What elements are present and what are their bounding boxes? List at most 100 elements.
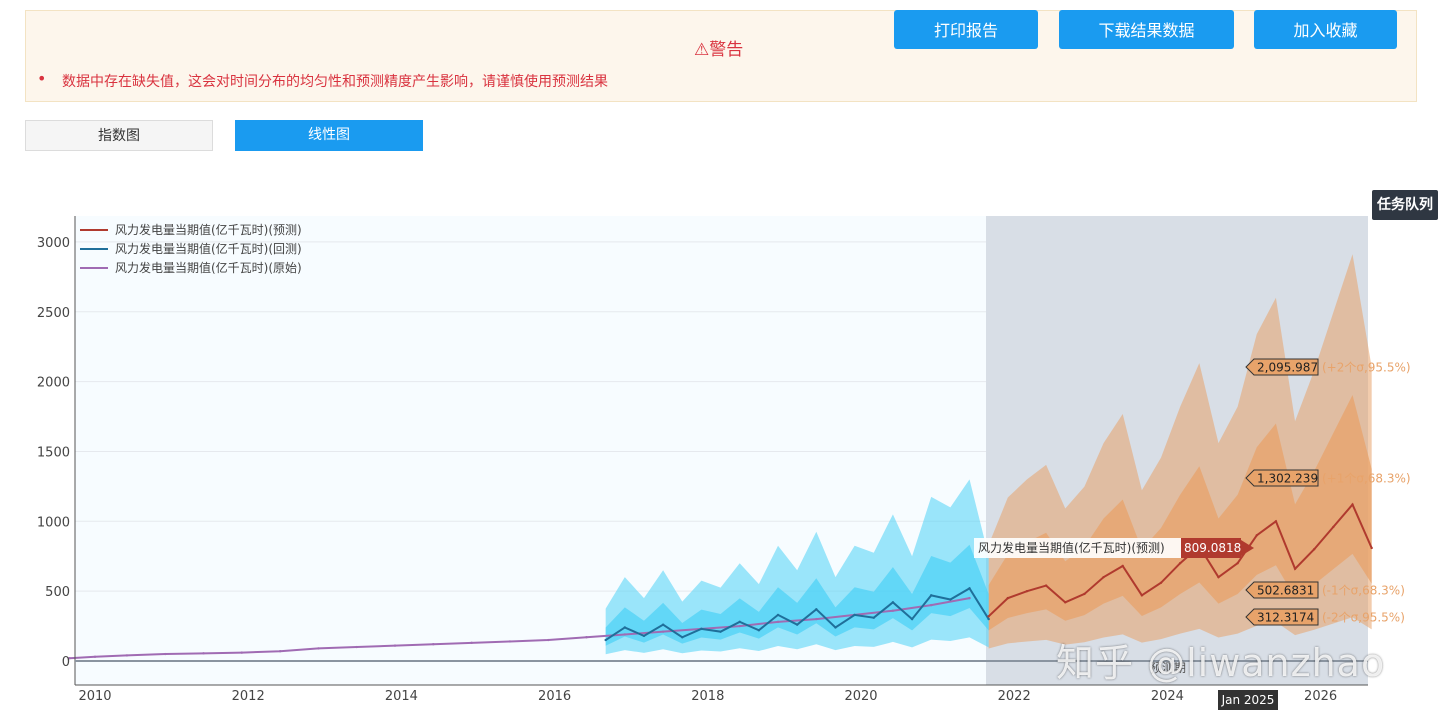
legend-label[interactable]: 风力发电量当期值(亿千瓦时)(预测) <box>115 222 302 237</box>
y-tick-label: 3000 <box>37 236 70 251</box>
x-tick-label: 2016 <box>538 689 571 704</box>
forecast-band-68 <box>988 395 1372 631</box>
x-tick-label: 2026 <box>1304 689 1337 704</box>
x-tick-labels: 2010 2012 2014 2016 2018 2020 2022 2024 2026 <box>78 689 1337 704</box>
region-label: 预测期 <box>1150 661 1186 675</box>
forecast-line-point <box>1351 503 1354 506</box>
tooltip-arrow <box>1241 540 1254 556</box>
backtest-line-point <box>795 623 799 626</box>
sigma-value: 312.3174 <box>1257 611 1314 625</box>
x-tick-label: 2012 <box>232 689 265 704</box>
sigma-label-box <box>1245 469 1319 487</box>
backtest-line-point <box>757 629 761 632</box>
original-line-point <box>776 620 780 624</box>
series-lines <box>68 502 1373 660</box>
x-tick-label: 2014 <box>385 689 418 704</box>
backtest-line-point <box>681 636 684 639</box>
backtest-line-point <box>872 616 875 619</box>
forecast-line-point <box>1025 589 1029 593</box>
backtest-line-point <box>642 634 646 638</box>
original-line-point <box>240 651 244 654</box>
sigma-label-box <box>1245 608 1319 626</box>
task-queue-button[interactable]: 任务队列 <box>1372 190 1438 220</box>
backtest-line-point <box>949 598 952 601</box>
forecast-line-point <box>1159 581 1163 584</box>
legend-label[interactable]: 风力发电量当期值(亿千瓦时)(回测) <box>115 241 302 256</box>
tab-linear-chart[interactable]: 线性图 <box>235 120 423 151</box>
sigma-note: (-2个σ,95.5%) <box>1322 611 1405 625</box>
forecast-line-point <box>1217 575 1220 579</box>
original-line-point <box>93 655 97 659</box>
y-tick-label: 500 <box>45 585 70 600</box>
original-line-point <box>164 652 167 656</box>
original-line-point <box>815 617 818 621</box>
sigma-label-box <box>1245 358 1319 376</box>
alert-message: 数据中存在缺失值，这会对时间分布的均匀性和预测精度产生影响，请谨慎使用预测结果 <box>37 69 608 91</box>
x-tick-label: 2020 <box>844 689 877 704</box>
legend-label[interactable]: 风力发电量当期值(亿千瓦时)(原始) <box>115 260 302 275</box>
x-tick-label: 2022 <box>998 689 1031 704</box>
original-line-point <box>125 654 129 657</box>
sigma-value: 2,095.987 <box>1257 361 1318 375</box>
forecast-line-point <box>1006 596 1010 600</box>
original-line-point <box>968 596 971 600</box>
tab-exponential-chart[interactable]: 指数图 <box>25 120 213 151</box>
x-tick-label: 2018 <box>691 689 724 704</box>
backtest-band-68 <box>605 544 989 646</box>
backtest-line-point <box>623 626 627 629</box>
hover-tooltip: 风力发电量当期值(亿千瓦时)(预测) 809.0818 Jan 2025 预测期 <box>974 538 1278 710</box>
original-line-point <box>393 644 397 647</box>
original-line-point <box>508 640 512 643</box>
original-line-point <box>891 609 895 612</box>
x-tick-label: 2010 <box>78 689 111 704</box>
forecast-line-point <box>1102 575 1105 579</box>
backtest-line-point <box>604 638 607 642</box>
sigma-note: (-1个σ,68.3%) <box>1322 584 1405 598</box>
tooltip-value-box <box>1181 538 1241 558</box>
original-line-point <box>470 641 473 645</box>
backtest-line-point <box>834 626 837 629</box>
forecast-line-point <box>1370 546 1373 550</box>
backtest-line-point <box>815 608 818 611</box>
x-hover-label-box <box>1218 690 1278 710</box>
forecast-line-point <box>1293 567 1297 570</box>
forecast-line-point <box>1313 548 1316 551</box>
tooltip-value: 809.0818 <box>1184 541 1241 555</box>
original-line-point <box>278 650 282 653</box>
add-favorite-button[interactable]: 加入收藏 <box>1254 10 1397 49</box>
backtest-line-point <box>700 627 703 631</box>
sigma-note: (+2个σ,95.5%) <box>1322 361 1411 375</box>
backtest-line-point <box>968 587 971 590</box>
forecast-line-point <box>1274 520 1278 523</box>
sigma-note: (+1个σ,68.3%) <box>1322 472 1411 486</box>
backtest-line-point <box>891 601 895 604</box>
y-tick-labels: 0 500 1000 1500 2000 2500 3000 <box>37 236 70 670</box>
forecast-line-point <box>1121 564 1124 568</box>
sigma-annotations: 2,095.987 (+2个σ,95.5%) 1,302.239 (+1个σ,68.3… <box>1245 358 1411 626</box>
legend[interactable]: 风力发电量当期值(亿千瓦时)(预测) 风力发电量当期值(亿千瓦时)(回测) 风力发电… <box>80 222 302 275</box>
original-line-point <box>432 643 435 646</box>
original-line-point <box>623 633 627 636</box>
original-line-point <box>930 603 933 607</box>
backtest-line-point <box>719 630 722 633</box>
forecast-line-point <box>1044 584 1048 587</box>
sigma-label-box <box>1245 581 1319 599</box>
forecast-line-point <box>1236 562 1239 565</box>
sigma-value: 502.6831 <box>1257 584 1314 598</box>
print-report-button[interactable]: 打印报告 <box>894 10 1038 49</box>
sigma-value: 1,302.239 <box>1257 472 1318 486</box>
forecast-line-point <box>1083 592 1086 596</box>
download-data-button[interactable]: 下载结果数据 <box>1059 10 1234 49</box>
backtest-line-point <box>853 613 856 617</box>
original-line-point <box>317 647 320 650</box>
original-line-point <box>68 657 71 660</box>
forecast-line-point <box>1332 525 1335 529</box>
original-line-point <box>355 645 358 649</box>
backtest-line-point <box>738 620 741 624</box>
forecast-line-point <box>987 615 990 618</box>
backtest-line-point <box>987 617 990 621</box>
watermark: 知乎 @liwanzhao <box>1056 641 1386 685</box>
y-tick-label: 1000 <box>37 515 70 530</box>
original-line-point <box>585 636 588 639</box>
